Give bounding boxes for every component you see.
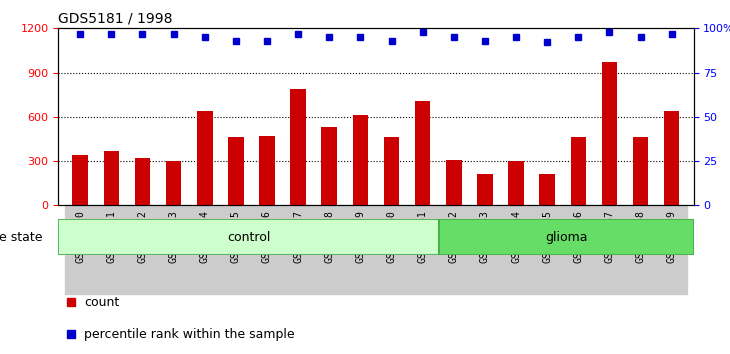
Bar — [664, 111, 680, 205]
Bar — [127, 205, 158, 294]
Bar — [477, 175, 493, 205]
Bar — [571, 137, 586, 205]
Bar — [594, 205, 625, 294]
Bar — [345, 205, 376, 294]
Bar — [228, 137, 244, 205]
Bar — [469, 205, 501, 294]
Bar — [134, 158, 150, 205]
Bar — [259, 136, 274, 205]
Text: glioma: glioma — [545, 231, 588, 244]
Bar — [189, 205, 220, 294]
Bar — [251, 205, 283, 294]
Text: control: control — [227, 231, 271, 244]
Bar — [407, 205, 438, 294]
Bar — [291, 89, 306, 205]
Bar — [376, 205, 407, 294]
Bar — [283, 205, 314, 294]
FancyBboxPatch shape — [58, 219, 439, 255]
Bar — [501, 205, 531, 294]
Bar — [446, 160, 461, 205]
Bar — [539, 175, 555, 205]
Bar — [158, 205, 189, 294]
Bar — [96, 205, 127, 294]
Bar — [531, 205, 563, 294]
Bar — [633, 137, 648, 205]
Bar — [104, 151, 119, 205]
Bar — [220, 205, 251, 294]
Bar — [72, 155, 88, 205]
Text: count: count — [84, 296, 119, 309]
Text: percentile rank within the sample: percentile rank within the sample — [84, 328, 294, 341]
Bar — [314, 205, 345, 294]
Bar — [656, 205, 687, 294]
Bar — [353, 115, 368, 205]
Bar — [384, 137, 399, 205]
Bar — [438, 205, 469, 294]
Bar — [415, 101, 431, 205]
Bar — [625, 205, 656, 294]
Bar — [321, 127, 337, 205]
Bar — [602, 62, 618, 205]
Bar — [563, 205, 594, 294]
Bar — [65, 205, 96, 294]
Bar — [166, 161, 181, 205]
FancyBboxPatch shape — [439, 219, 694, 255]
Bar — [508, 161, 524, 205]
Text: GDS5181 / 1998: GDS5181 / 1998 — [58, 12, 173, 26]
Bar — [197, 111, 212, 205]
Text: disease state: disease state — [0, 231, 42, 244]
